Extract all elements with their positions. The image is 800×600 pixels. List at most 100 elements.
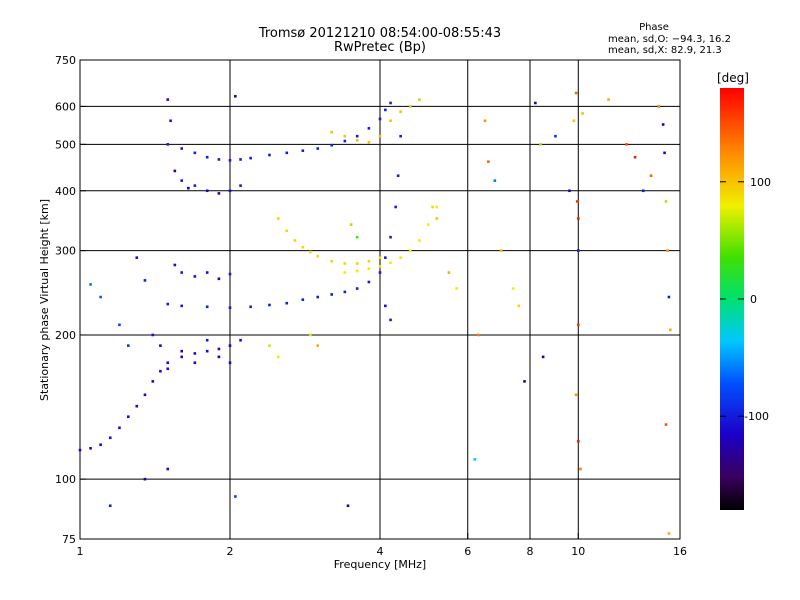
- trace-point: [435, 205, 439, 209]
- trace-point: [355, 287, 359, 290]
- trace-point: [408, 105, 412, 108]
- x-axis-label: Frequency [MHz]: [334, 558, 426, 571]
- scatter-point: [89, 283, 92, 286]
- trace-point: [355, 269, 359, 273]
- scatter-point: [135, 256, 139, 259]
- y-tick-label: 100: [55, 473, 76, 486]
- colorbar-label: [deg]: [717, 71, 749, 85]
- trace-point: [367, 259, 371, 263]
- scatter-point: [159, 344, 162, 347]
- scatter-point: [217, 355, 221, 359]
- trace-point: [384, 108, 387, 112]
- scatter-point: [355, 235, 359, 239]
- trace-point: [268, 153, 271, 157]
- trace-point: [389, 261, 392, 265]
- x-tick-label: 4: [377, 545, 384, 558]
- scatter-point: [316, 344, 320, 347]
- trace-point: [367, 127, 371, 130]
- x-axis-ticks: 1 2 4 6 8 10 16: [77, 533, 687, 558]
- scatter-point: [276, 355, 280, 359]
- scatter-point: [180, 271, 184, 274]
- scatter-point: [143, 279, 147, 282]
- trace-point: [217, 158, 221, 161]
- trace-point: [330, 293, 334, 296]
- scatter-point: [349, 223, 353, 226]
- trace-point: [396, 174, 400, 178]
- scatter-point: [541, 355, 545, 359]
- scatter-point: [169, 119, 172, 123]
- trace-point: [343, 271, 347, 274]
- scatter-point: [126, 344, 130, 347]
- trace-point: [118, 426, 121, 430]
- trace-point: [418, 239, 421, 242]
- scatter-point: [641, 189, 645, 193]
- scatter-point: [193, 184, 197, 187]
- phase-stats-title: Phase: [639, 22, 669, 33]
- trace-point: [355, 138, 359, 142]
- scatter-point: [579, 467, 582, 471]
- y-axis-label: Stationary phase Virtual Height [km]: [38, 199, 51, 401]
- scatter-point: [205, 338, 209, 342]
- scatter-point: [572, 119, 576, 123]
- scatter-point: [663, 151, 666, 155]
- scatter-point: [205, 271, 209, 274]
- y-tick-label: 500: [55, 138, 76, 151]
- scatter-point: [143, 477, 147, 481]
- scatter-point: [173, 169, 177, 173]
- scatter-point: [193, 275, 197, 278]
- scatter-point: [99, 295, 102, 299]
- phase-stats-o: mean, sd,O: −94.3, 16.2: [608, 34, 731, 45]
- trace-point: [205, 155, 209, 159]
- scatter-point: [151, 333, 155, 337]
- trace-point: [159, 369, 162, 373]
- scatter-point: [435, 217, 439, 220]
- scatter-point: [346, 504, 350, 508]
- trace-point: [343, 139, 347, 143]
- scatter-point: [625, 143, 628, 146]
- trace-point: [193, 352, 197, 355]
- scatter-point: [539, 143, 542, 146]
- trace-point: [343, 262, 347, 265]
- scatter-point: [180, 349, 184, 353]
- scatter-point: [473, 458, 477, 461]
- trace-point: [378, 134, 382, 138]
- scatter-point: [633, 155, 637, 159]
- scatter-point: [228, 189, 232, 193]
- trace-point: [309, 250, 312, 254]
- trace-point: [99, 443, 102, 447]
- trace-point: [285, 301, 289, 305]
- trace-point: [89, 446, 92, 450]
- trace-point: [268, 303, 271, 307]
- scatter-point: [576, 217, 580, 220]
- scatter-point: [534, 101, 537, 105]
- colorbar-tick-label: -100: [744, 410, 769, 423]
- scatter-point: [309, 333, 312, 337]
- scatter-point: [574, 91, 578, 95]
- y-tick-label: 600: [55, 100, 76, 113]
- trace-point: [355, 134, 359, 138]
- x-tick-label: 8: [527, 545, 534, 558]
- trace-point: [384, 256, 387, 259]
- scatter-point: [576, 249, 580, 252]
- scatter-point: [487, 160, 490, 163]
- trace-point: [330, 143, 334, 147]
- trace-point: [399, 110, 402, 113]
- x-tick-label: 1: [77, 545, 84, 558]
- scatter-point: [166, 367, 170, 371]
- scatter-point: [661, 123, 665, 126]
- trace-point: [78, 448, 82, 452]
- scatter-point: [228, 272, 232, 276]
- trace-point: [205, 349, 209, 353]
- trace-point: [228, 306, 232, 310]
- chart-subtitle: RwPretec (Bp): [333, 40, 427, 55]
- scatter-point: [576, 439, 580, 443]
- trace-point: [166, 143, 170, 146]
- trace-point: [301, 298, 305, 301]
- trace-point: [389, 101, 392, 105]
- scatter-point: [205, 189, 209, 193]
- trace-point: [249, 305, 252, 309]
- trace-point: [389, 235, 392, 239]
- trace-point: [285, 229, 289, 233]
- trace-point: [316, 147, 320, 150]
- trace-point: [228, 159, 232, 162]
